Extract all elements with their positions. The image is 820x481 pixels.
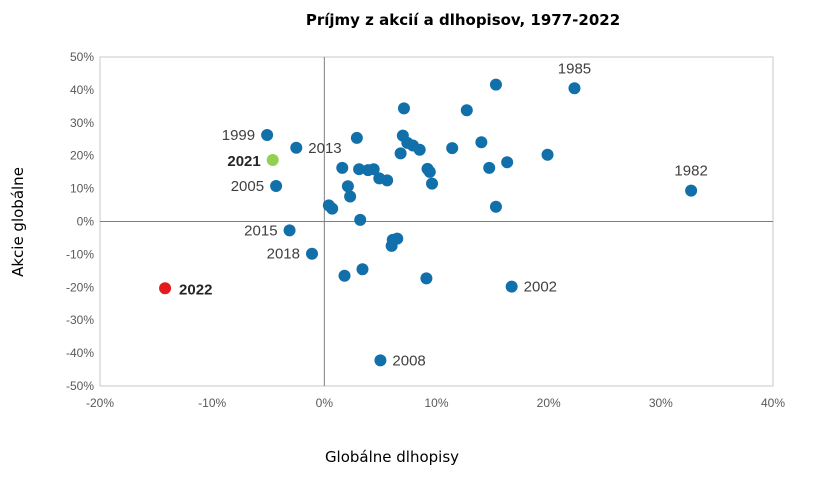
data-point <box>489 200 502 213</box>
data-label-1982: 1982 <box>674 163 707 180</box>
data-point <box>423 165 436 178</box>
data-point <box>354 213 367 226</box>
data-label-2008: 2008 <box>392 352 425 369</box>
data-point <box>381 174 394 187</box>
data-point-1985 <box>568 82 581 95</box>
data-point <box>350 131 363 144</box>
data-point <box>420 272 433 285</box>
y-tick-label: -40% <box>66 346 94 360</box>
x-tick-label: 0% <box>316 396 334 410</box>
data-label-2018: 2018 <box>267 246 300 263</box>
y-tick-labels: -50% -40% -30% -20% -10% 0% 10% 20% 30% 40% 50% <box>66 50 94 393</box>
data-labels: 1999 2021 2022 2005 2013 2015 2018 1985 1982 2002… <box>179 60 708 369</box>
data-points <box>159 78 698 367</box>
data-point <box>326 202 339 215</box>
data-label-2022: 2022 <box>179 281 212 298</box>
data-point-2008 <box>374 354 387 367</box>
data-point <box>385 239 398 252</box>
y-tick-label: -10% <box>66 247 94 261</box>
data-point-2002 <box>505 280 518 293</box>
data-point <box>397 102 410 115</box>
x-tick-label: 30% <box>649 396 673 410</box>
data-point <box>356 263 369 276</box>
data-point-2021 <box>266 153 279 166</box>
data-point <box>413 143 426 156</box>
data-label-2021: 2021 <box>227 153 260 170</box>
y-tick-label: -20% <box>66 280 94 294</box>
data-point <box>353 163 366 176</box>
data-label-1985: 1985 <box>558 60 591 77</box>
y-tick-label: 30% <box>70 116 94 130</box>
x-tick-label: 40% <box>761 396 785 410</box>
data-point-1999 <box>261 128 274 141</box>
data-label-2013: 2013 <box>308 140 341 157</box>
data-label-1999: 1999 <box>222 127 255 144</box>
data-point <box>460 104 473 117</box>
data-point <box>446 142 459 155</box>
data-point-2005 <box>270 179 283 192</box>
x-tick-labels: -20% -10% 0% 10% 20% 30% 40% <box>86 396 785 410</box>
data-point-1982 <box>685 184 698 197</box>
data-point <box>338 269 351 282</box>
chart-title: Príjmy z akcií a dlhopisov, 1977-2022 <box>306 11 620 29</box>
y-tick-label: 50% <box>70 50 94 64</box>
y-tick-label: 20% <box>70 149 94 163</box>
data-point <box>426 177 439 190</box>
data-point-2022 <box>159 282 172 295</box>
data-point <box>475 136 488 149</box>
data-point <box>394 147 407 160</box>
data-label-2015: 2015 <box>244 222 277 239</box>
y-axis-title: Akcie globálne <box>9 167 27 277</box>
data-label-2002: 2002 <box>524 279 557 296</box>
data-point-2015 <box>283 224 296 237</box>
data-point <box>501 156 514 169</box>
data-point-2013 <box>290 141 303 154</box>
data-point <box>344 190 357 203</box>
y-tick-label: -30% <box>66 313 94 327</box>
x-tick-label: 10% <box>424 396 448 410</box>
x-tick-label: -10% <box>198 396 226 410</box>
x-axis-title: Globálne dlhopisy <box>325 448 459 466</box>
data-point <box>367 163 380 176</box>
data-point <box>483 161 496 174</box>
data-point-2018 <box>305 247 318 260</box>
y-tick-label: 0% <box>77 215 95 229</box>
x-tick-label: -20% <box>86 396 114 410</box>
data-point <box>341 180 354 193</box>
y-tick-label: 10% <box>70 182 94 196</box>
data-point <box>489 78 502 91</box>
data-point <box>541 148 554 161</box>
y-tick-label: 40% <box>70 83 94 97</box>
y-tick-label: -50% <box>66 379 94 393</box>
data-point <box>336 161 349 174</box>
data-label-2005: 2005 <box>231 178 264 195</box>
x-tick-label: 20% <box>537 396 561 410</box>
